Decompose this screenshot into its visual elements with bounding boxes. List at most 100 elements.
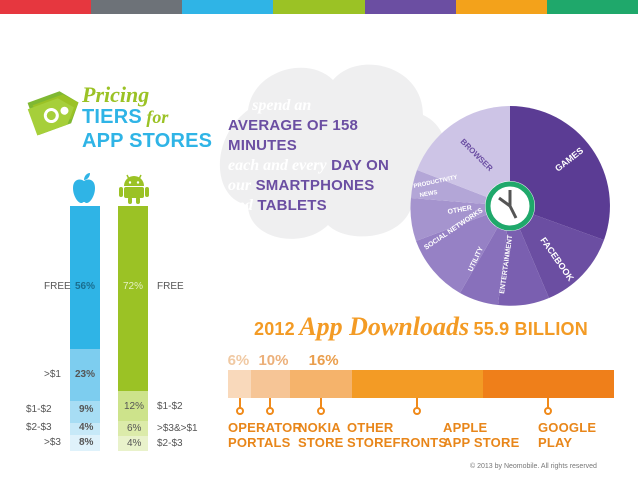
android-label-2-3: $2-$3 [157,438,183,449]
color-block [273,0,365,14]
pie-slice-social [416,206,510,293]
android-pct-1-2: 12% [124,401,145,412]
downloads-pin-dot [413,407,422,415]
top-color-strip [0,0,638,14]
pricing-title-for: for [146,107,169,127]
downloads-segment [351,370,483,398]
downloads-segment [482,370,614,398]
downloads-pin-dot [316,407,325,415]
downloads-store-label-line1: GOOGLE [538,420,597,435]
apple-label-free: FREE [44,281,71,292]
minutes-line3: each and every DAY ON [228,156,428,176]
android-pct-free: 72% [123,281,144,292]
android-bar-free [118,206,148,391]
color-block [0,0,92,14]
color-block [546,0,638,14]
pricing-title-line3: APP STORES [82,130,213,152]
downloads-segment [228,370,252,398]
apple-label-gt1: >$1 [44,369,61,380]
downloads-store-label: OTHER STOREFRONTS [347,420,447,450]
downloads-total: 55.9 BILLION [473,319,588,339]
apple-tier-bar [70,206,100,451]
downloads-pin [416,398,419,408]
pricing-title-line2: TIERS for [82,106,212,130]
apple-bar-1-2 [70,401,100,423]
downloads-segment-pct: 34% [405,352,436,369]
pie-slice-browser [417,106,510,206]
pie-slice-other [410,198,510,241]
downloads-store-label-line1: APPLE [443,420,488,435]
minutes-line4-b: SMARTPHONES [255,177,375,194]
downloads-pin-dot [235,407,244,415]
pie-label-news: NEWS [419,190,438,199]
downloads-pct-row: 6% 10% 16% 34% 34% [228,352,614,370]
apple-bar-free [70,206,100,349]
downloads-store-label-line1: OTHER [347,420,394,435]
downloads-title: App Downloads [299,312,470,341]
downloads-pin [269,398,272,408]
apple-pct-1-2: 9% [79,404,94,415]
minutes-line3-b: DAY ON [331,157,389,174]
color-block [455,0,547,14]
downloads-segment [251,370,290,398]
minutes-text: We spend an AVERAGE OF 158 MINUTES each … [228,96,428,216]
downloads-store-label-line1: NOKIA [298,420,341,435]
pricing-title: Pricing TIERS for APP STORES [82,82,213,153]
apple-label-gt3: >$3 [44,437,61,448]
downloads-store-label-line2: APP STORE [443,435,520,450]
android-pct-2-3: 4% [127,438,142,449]
apple-pct-2-3: 4% [79,422,94,433]
android-bar-1-2 [118,391,148,421]
pie-slice-productivity [411,170,510,206]
apple-pct-free: 56% [75,281,96,292]
apple-bar-2-3 [70,423,100,435]
android-pct-3-1: 6% [127,423,142,434]
downloads-pin [319,398,322,408]
minutes-line4-a: our [228,177,252,194]
apple-label-2-3: $2-$3 [26,422,52,433]
apple-icon [73,173,95,203]
android-tier-bar [118,206,148,451]
android-label-free: FREE [157,281,184,292]
downloads-store-label-line2: STOREFRONTS [347,435,448,450]
android-bar-2-3 [118,436,148,451]
apple-bar-gt3 [70,435,100,451]
downloads-segment [289,370,352,398]
color-block [364,0,456,14]
downloads-store-label-line1: OPERATOR [228,420,303,435]
apple-label-1-2: $1-$2 [26,404,52,415]
time-usage-pie: GAMES FACEBOOK ENTERTAINMENT UTILITY SOC… [410,106,610,306]
cloud-shape [219,64,447,239]
minutes-line5-b: TABLETS [257,197,327,214]
downloads-store-label-line2: PLAY [538,435,573,450]
downloads-store-label: NOKIA STORE [298,420,344,450]
color-block [182,0,274,14]
downloads-pin-dot [266,407,275,415]
minutes-line1: We spend an [228,97,312,114]
downloads-pin [547,398,550,408]
pricing-title-line1: Pricing [82,82,150,107]
minutes-line5: and TABLETS [228,196,428,216]
minutes-line5-a: and [228,197,253,214]
pricing-title-tiers: TIERS [82,106,142,128]
android-label-1-2: $1-$2 [157,401,183,412]
downloads-pin [238,398,241,408]
downloads-segment-pct: 34% [536,352,567,369]
downloads-store-label: OPERATOR PORTALS [228,420,302,450]
downloads-year: 2012 [254,319,295,339]
android-bar-3-1 [118,421,148,436]
apple-bar-gt1 [70,349,100,401]
downloads-segment-pct: 6% [227,352,250,369]
color-block [91,0,183,14]
minutes-line3-a: each and every [228,157,327,174]
pie-label-other: OTHER [447,205,472,216]
downloads-segment-pct: 10% [258,352,289,369]
downloads-store-label-line2: PORTALS [228,435,291,450]
pie-slice-facebook [510,206,604,298]
copyright: © 2013 by Neomobile. All rights reserved [470,463,597,470]
apple-pct-gt3: 8% [79,437,94,448]
minutes-line4: our SMARTPHONES [228,176,428,196]
android-icon [119,174,149,204]
downloads-store-label: APPLE APP STORE [443,420,519,450]
android-label-3-1-text: >$3&>$1 [157,423,198,434]
